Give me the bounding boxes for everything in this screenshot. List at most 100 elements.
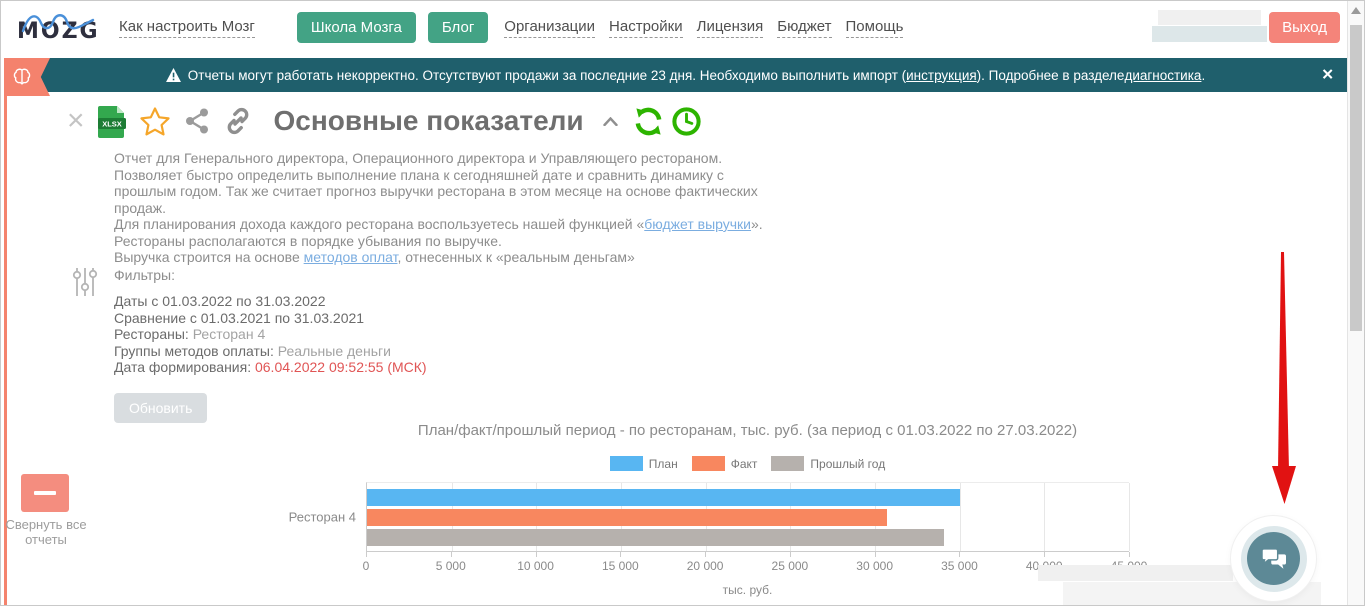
refresh-report-button[interactable]: Обновить bbox=[114, 393, 208, 423]
legend-label: Факт bbox=[730, 456, 758, 471]
redacted-user-info bbox=[1152, 26, 1267, 42]
tick-mark bbox=[366, 552, 367, 557]
report-title: Основные показатели bbox=[273, 105, 584, 136]
tick-mark bbox=[1129, 552, 1130, 557]
banner-text: . bbox=[1201, 67, 1206, 83]
chart-bar[interactable] bbox=[367, 508, 887, 526]
scroll-up-arrow-icon[interactable] bbox=[1351, 7, 1361, 14]
filter-label: Даты bbox=[114, 293, 148, 309]
chart-bars bbox=[367, 483, 1129, 551]
nav-link-settings[interactable]: Настройки bbox=[609, 18, 683, 38]
gridline bbox=[1044, 483, 1046, 551]
chat-widget-button[interactable] bbox=[1231, 516, 1316, 601]
schedule-clock-icon[interactable] bbox=[671, 106, 702, 137]
warning-triangle-icon bbox=[165, 68, 181, 82]
banner-text: Отчеты могут работать некорректно. Отсут… bbox=[187, 67, 907, 83]
tick-mark bbox=[959, 552, 961, 557]
logout-button[interactable]: Выход bbox=[1269, 12, 1340, 43]
chart-bar[interactable] bbox=[367, 488, 960, 506]
instruction-link[interactable]: инструкция bbox=[906, 67, 977, 83]
chart-bar[interactable] bbox=[367, 528, 945, 546]
filters-sliders-icon bbox=[72, 266, 98, 303]
warning-banner: Отчеты могут работать некорректно. Отсут… bbox=[24, 58, 1347, 92]
tick-label: 0 bbox=[362, 559, 370, 573]
filter-generated-date: Дата формирования: 06.04.2022 09:52:55 (… bbox=[114, 359, 427, 376]
minus-icon bbox=[34, 491, 56, 495]
legend-item[interactable]: Факт bbox=[691, 456, 758, 471]
chat-bubbles-icon bbox=[1260, 547, 1286, 569]
description-line: Рестораны располагаются в порядке убыван… bbox=[114, 232, 502, 249]
report-header: × XLSX bbox=[67, 99, 702, 143]
description-line: продаж. bbox=[114, 199, 167, 216]
chart-legend: План Факт Прошлый год bbox=[366, 456, 1129, 471]
mozg-logo[interactable]: MOZG bbox=[15, 9, 98, 47]
tick-label: 15 000 bbox=[601, 559, 639, 573]
chat-circle bbox=[1247, 532, 1300, 585]
description-line: Позволяет быстро определить выполнение п… bbox=[114, 166, 724, 183]
filter-value: Ресторан 4 bbox=[188, 326, 266, 342]
permalink-icon[interactable] bbox=[223, 106, 253, 136]
share-icon[interactable] bbox=[184, 107, 210, 135]
tick-label: 20 000 bbox=[686, 559, 724, 573]
tick-mark bbox=[705, 552, 707, 557]
tick-mark bbox=[874, 552, 876, 557]
chart-plot: Ресторан 4 bbox=[289, 482, 1130, 552]
collapse-all-label: Свернуть все отчеты bbox=[5, 517, 87, 547]
filters-title: Фильтры: bbox=[114, 267, 175, 283]
chart-category-label: Ресторан 4 bbox=[288, 509, 356, 525]
close-report-icon[interactable]: × bbox=[67, 104, 85, 137]
svg-text:XLSX: XLSX bbox=[102, 119, 122, 128]
tick-label: 10 000 bbox=[517, 559, 554, 573]
legend-item[interactable]: Прошлый год bbox=[771, 456, 885, 471]
description-line: Выручка строится на основе методов оплат… bbox=[114, 249, 635, 265]
tick-label: 25 000 bbox=[771, 559, 809, 573]
filter-value: 06.04.2022 09:52:55 (МСК) bbox=[251, 359, 427, 375]
legend-label: Прошлый год bbox=[810, 456, 886, 471]
banner-text: ). Подробнее в разделе bbox=[976, 67, 1125, 83]
tick-mark bbox=[620, 552, 622, 557]
banner-close-icon[interactable]: ✕ bbox=[1321, 66, 1334, 84]
logo-squiggle-icon bbox=[21, 13, 95, 32]
legend-swatch bbox=[609, 456, 643, 471]
nav-link-organizations[interactable]: Организации bbox=[504, 18, 596, 38]
legend-item[interactable]: План bbox=[609, 456, 678, 471]
tick-label: 5 000 bbox=[435, 559, 466, 573]
filter-restaurants: Рестораны: Ресторан 4 bbox=[114, 326, 427, 343]
filter-payment-groups: Группы методов оплаты: Реальные деньги bbox=[114, 343, 427, 360]
scrollbar[interactable] bbox=[1347, 1, 1364, 605]
refresh-icon[interactable] bbox=[633, 106, 664, 137]
top-navigation: MOZG Как настроить Мозг Школа Мозга Блог… bbox=[1, 1, 1347, 54]
report-description: Отчет для Генерального директора, Операц… bbox=[114, 150, 763, 266]
collapse-all-button[interactable] bbox=[21, 474, 69, 512]
nav-button-school[interactable]: Школа Мозга bbox=[296, 12, 416, 43]
legend-label: План bbox=[648, 456, 678, 471]
filter-value: Реальные деньги bbox=[273, 342, 391, 359]
nav-link-help[interactable]: Помощь bbox=[845, 18, 904, 38]
redacted-area bbox=[1038, 565, 1233, 581]
chart-title: План/факт/прошлый период - по ресторанам… bbox=[417, 422, 1078, 439]
collapse-report-icon[interactable] bbox=[602, 116, 618, 126]
payment-methods-link[interactable]: методов оплат bbox=[303, 249, 398, 265]
nav-button-blog[interactable]: Блог bbox=[427, 12, 489, 43]
gridline bbox=[959, 483, 961, 551]
nav-link-budget[interactable]: Бюджет bbox=[777, 18, 832, 38]
brain-icon bbox=[13, 68, 31, 85]
tick-mark bbox=[450, 552, 452, 557]
nav-link-license[interactable]: Лицензия bbox=[696, 18, 764, 38]
description-line: Для планирования дохода каждого ресторан… bbox=[114, 216, 763, 232]
filter-comparison: Сравнение с 01.03.2021 по 31.03.2021 bbox=[114, 310, 427, 327]
diagnostics-link[interactable]: диагностика bbox=[1124, 67, 1202, 83]
tick-label: 30 000 bbox=[856, 559, 894, 573]
budget-revenue-link[interactable]: бюджет выручки bbox=[644, 216, 752, 232]
scrollbar-thumb[interactable] bbox=[1350, 25, 1362, 331]
xlsx-export-icon[interactable]: XLSX bbox=[97, 105, 126, 138]
chart-container: План/факт/прошлый период - по ресторанам… bbox=[289, 422, 1148, 597]
redacted-user-info bbox=[1158, 10, 1261, 25]
nav-link-how-to-configure[interactable]: Как настроить Мозг bbox=[119, 18, 255, 38]
description-line: Отчет для Генерального директора, Операц… bbox=[114, 150, 723, 166]
filter-dates: Даты с 01.03.2022 по 31.03.2022 bbox=[114, 293, 427, 310]
chart-axis: 0 5 000 10 000 15 000 20 000 25 000 30 000 35 0… bbox=[362, 552, 1147, 576]
chart-axis-label: тыс. руб. bbox=[722, 583, 773, 597]
annotation-arrow bbox=[1272, 252, 1296, 504]
favorite-star-icon[interactable] bbox=[139, 106, 171, 137]
